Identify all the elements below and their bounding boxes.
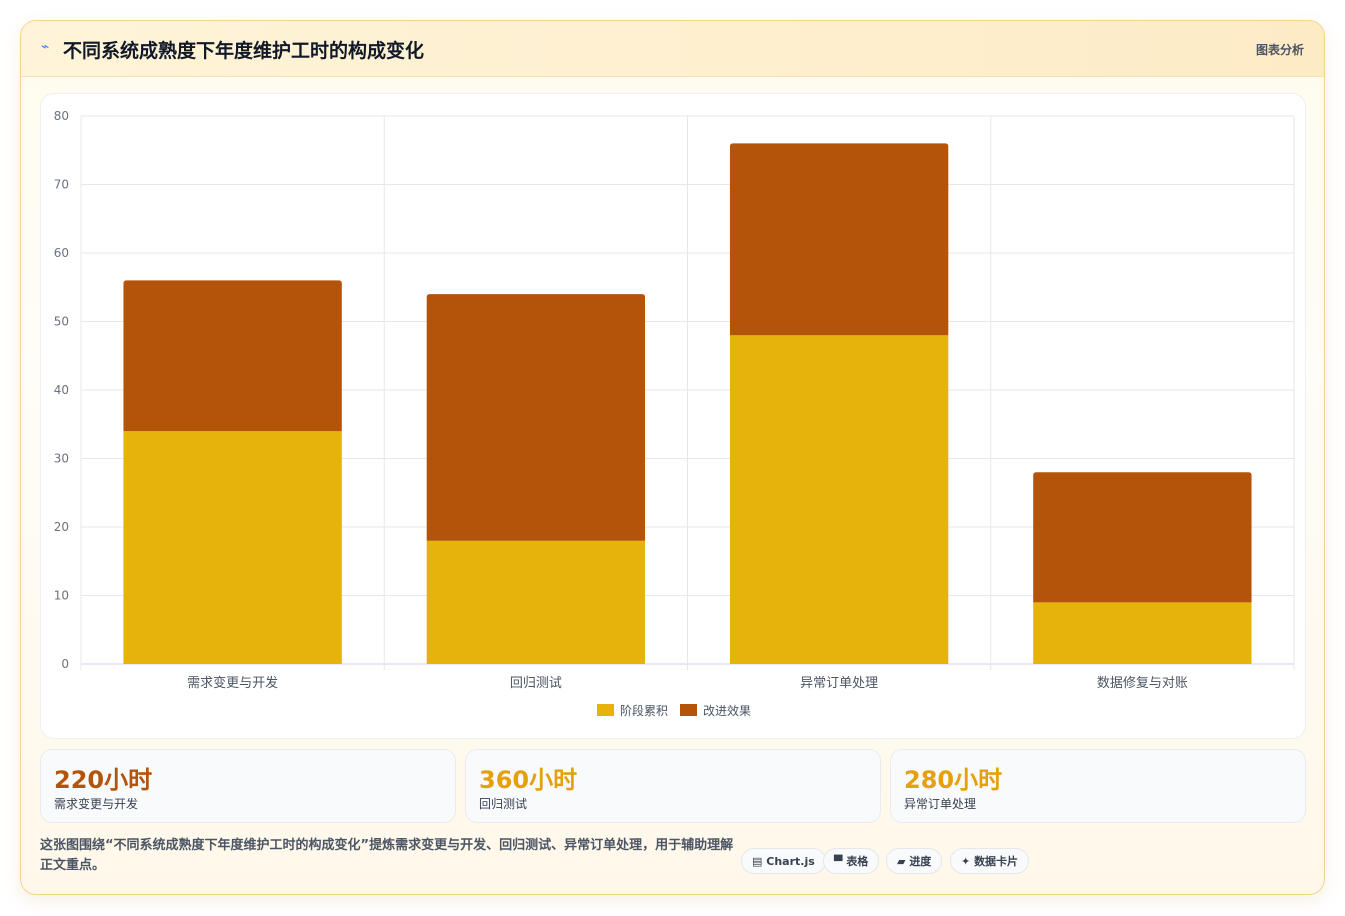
table-icon: ▀ [834,855,843,868]
chart-line-icon: ⌁ [41,39,50,55]
chart-card: ⌁ 不同系统成熟度下年度维护工时的构成变化 图表分析 0 10 20 30 40 50 60… [20,20,1325,895]
y-tick-label: 80 [54,109,69,123]
stat-label: 需求变更与开发 [54,797,139,811]
y-tick-label: 40 [54,383,69,397]
stat-value: 280小时 [904,766,1003,794]
bar-segment [1033,472,1252,603]
y-tick-label: 20 [54,520,69,534]
x-tick-label: 异常订单处理 [800,676,878,691]
chart-description: 这张图围绕“不同系统成熟度下年度维护工时的构成变化”提炼需求变更与开发、回归测试… [40,838,734,873]
x-tick-label: 需求变更与开发 [187,675,278,691]
x-tick-label: 数据修复与对账 [1097,676,1188,691]
tag-table[interactable]: ▀ 表格 [823,848,880,874]
bar-segment [426,540,646,664]
tag-label: 表格 [846,855,869,868]
y-tick-label: 30 [54,452,69,466]
stat-value: 220小时 [54,766,153,794]
bar-segment [729,335,949,664]
legend-label: 阶段累积 [620,703,668,718]
legend-swatch [680,704,697,716]
tag-label: 数据卡片 [974,855,1019,868]
bar-segment [426,294,646,541]
tag-data-card[interactable]: ✦ 数据卡片 [950,848,1030,874]
y-tick-label: 50 [54,315,69,329]
progress-icon: ▰ [897,855,906,868]
y-tick-label: 0 [61,657,69,671]
tag-label: Chart.js [766,855,815,868]
chart-analysis-label[interactable]: 图表分析 [1255,43,1304,57]
y-tick-label: 10 [54,589,69,603]
tag-chartjs[interactable]: ▤ Chart.js [741,848,826,874]
x-tick-label: 回归测试 [510,676,562,691]
stat-label: 异常订单处理 [904,797,977,811]
bar-segment [1033,602,1252,664]
stat-card-3: 280小时 异常订单处理 [890,749,1306,823]
tag-progress[interactable]: ▰ 进度 [886,848,943,874]
chart-title: 不同系统成熟度下年度维护工时的构成变化 [63,40,425,62]
chart-icon: ▤ [752,855,763,868]
bar-segment [123,431,342,664]
sparkle-icon: ✦ [961,855,971,868]
legend-label: 改进效果 [703,703,751,718]
tag-label: 进度 [909,855,932,868]
y-tick-label: 70 [54,178,69,192]
chart-panel: 0 10 20 30 40 50 60 70 80 需求变更与开发 回归测试 异常订单处理 数据修复与对… [40,93,1306,739]
stat-card-2: 360小时 回归测试 [465,749,881,823]
bar-segment [729,143,949,336]
stacked-bar-chart: 0 10 20 30 40 50 60 70 80 需求变更与开发 回归测试 异常订单处理 数据修复与对… [54,109,1295,718]
y-tick-label: 60 [54,246,69,260]
stat-value: 360小时 [479,766,578,794]
legend-swatch [597,704,614,716]
stat-label: 回归测试 [479,797,528,811]
bar-segment [123,280,342,432]
stat-card-1: 220小时 需求变更与开发 [40,749,456,823]
card-header: ⌁ 不同系统成熟度下年度维护工时的构成变化 图表分析 [21,21,1324,77]
